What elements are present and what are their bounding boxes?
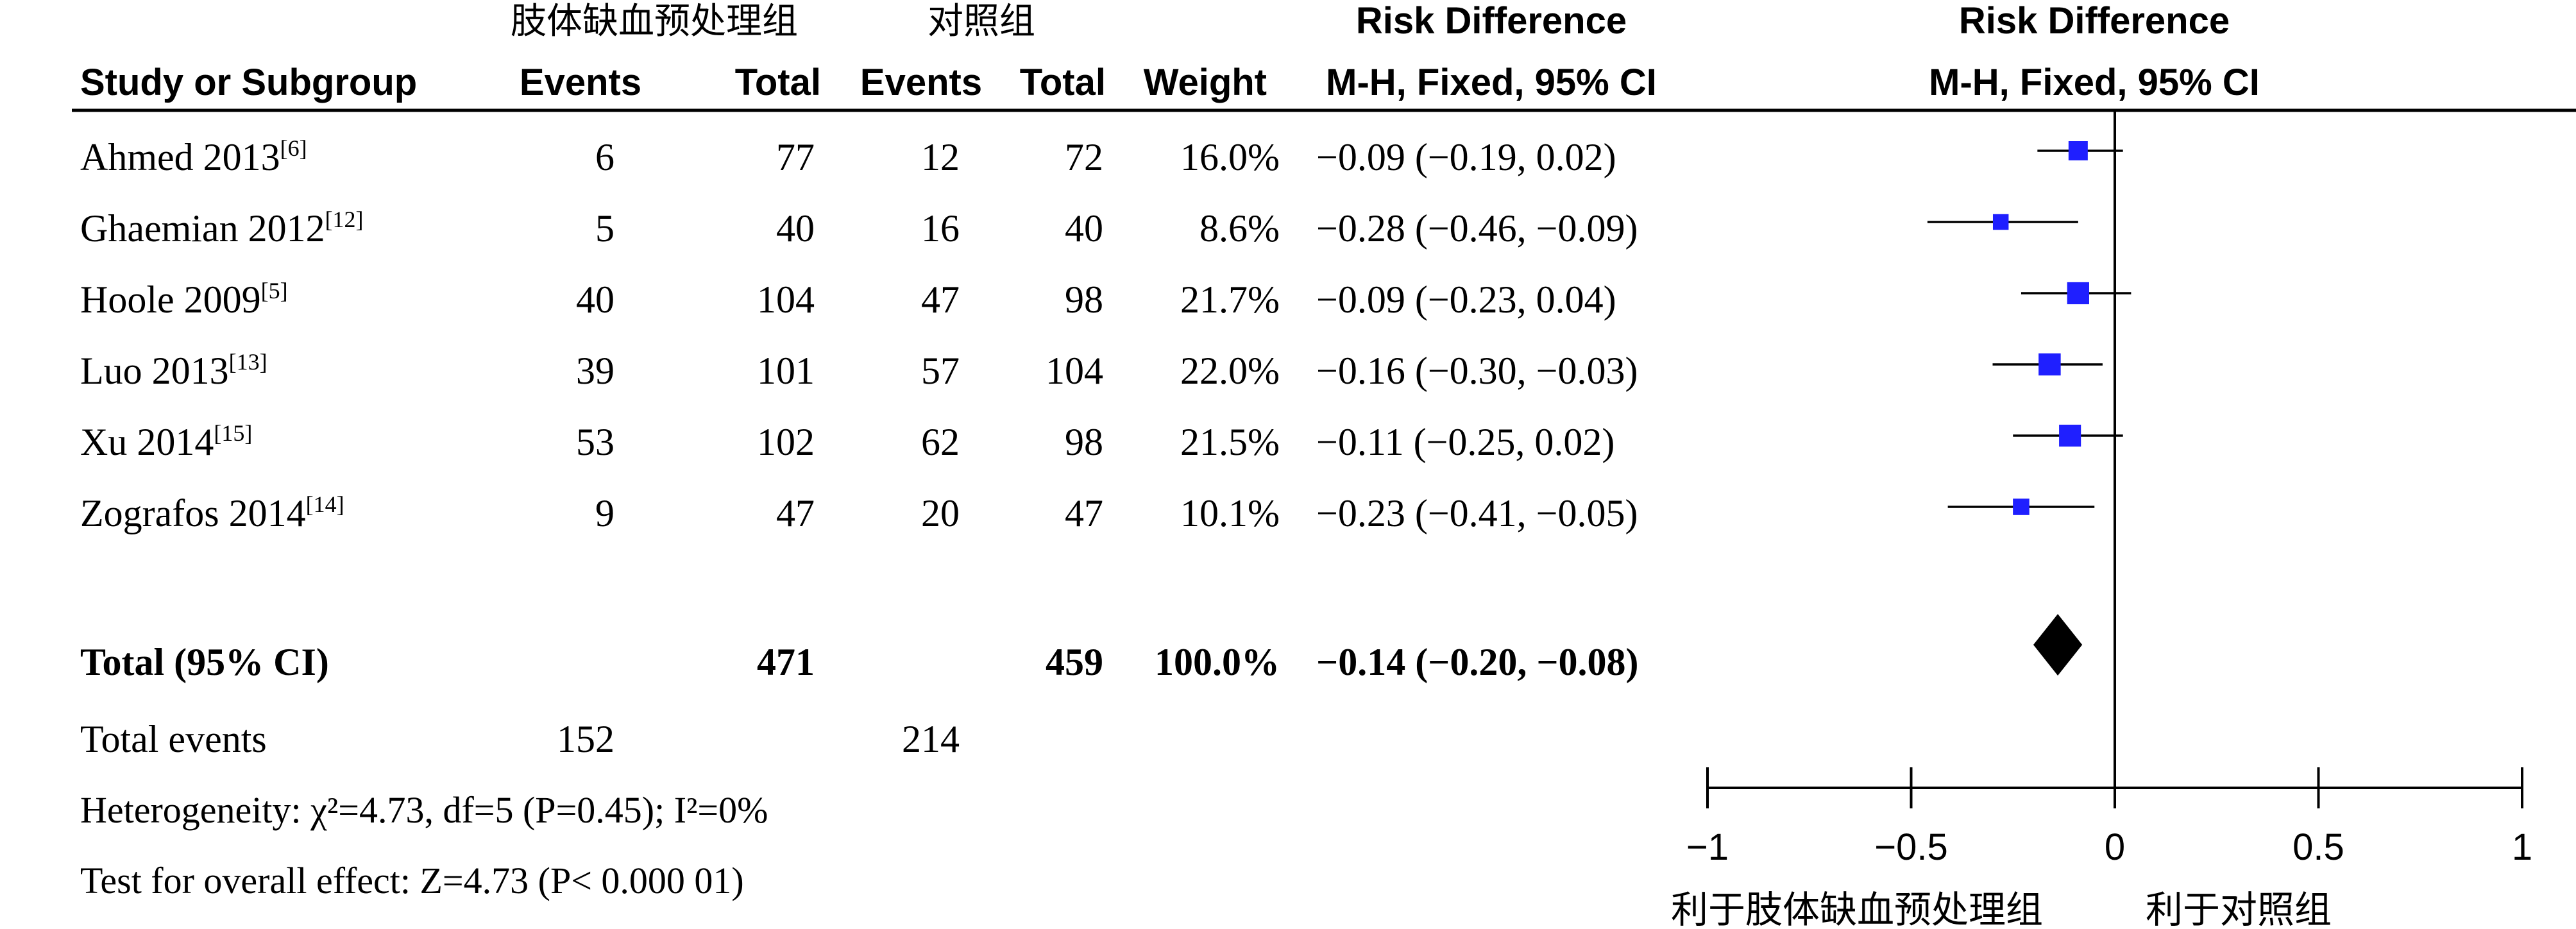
total-weight: 100.0%	[1155, 641, 1280, 683]
study-name: Ghaemian 2012[12]	[80, 207, 364, 250]
study-weight: 21.5%	[1180, 421, 1280, 463]
experimental-group-header: 肢体缺血预处理组	[511, 1, 798, 42]
control-group-header: 对照组	[928, 1, 1035, 42]
study-ci-text: −0.09 (−0.19, 0.02)	[1316, 136, 1616, 178]
study-reference: [13]	[229, 349, 267, 375]
plot-title-header: Risk Difference	[1959, 0, 2230, 42]
study-ctl-events: 47	[921, 278, 960, 321]
forest-plot-area: −1 −0.5 0 0.5 1	[1686, 110, 2532, 868]
study-name: Ahmed 2013[6]	[80, 135, 307, 178]
study-exp-total: 47	[776, 492, 815, 534]
study-weight: 10.1%	[1180, 492, 1280, 534]
rd-method-column-header: M-H, Fixed, 95% CI	[1326, 62, 1657, 103]
study-ctl-events: 57	[921, 350, 960, 392]
x-axis-tick-label: 0.5	[2292, 826, 2344, 868]
study-exp-events: 6	[595, 136, 614, 178]
study-weight: 21.7%	[1180, 278, 1280, 321]
total-label: Total (95% CI)	[80, 641, 329, 683]
study-column-header: Study or Subgroup	[80, 62, 417, 103]
exp-total-column-header: Total	[735, 62, 821, 103]
study-reference: [12]	[325, 207, 364, 232]
study-name: Hoole 2009[5]	[80, 278, 288, 321]
exp-events-column-header: Events	[520, 62, 641, 103]
study-estimate-marker	[2059, 424, 2081, 447]
study-ctl-total: 98	[1065, 278, 1103, 321]
study-weight: 8.6%	[1199, 207, 1280, 250]
favours-left-label: 利于肢体缺血预处理组	[1671, 888, 2043, 929]
study-weight: 16.0%	[1180, 136, 1280, 178]
plot-method-header: M-H, Fixed, 95% CI	[1929, 62, 2260, 103]
study-ci-text: −0.23 (−0.41, −0.05)	[1316, 492, 1638, 534]
study-reference: [14]	[306, 491, 344, 517]
study-estimate-marker	[2013, 499, 2029, 515]
study-ctl-total: 47	[1065, 492, 1103, 534]
study-exp-total: 77	[776, 136, 815, 178]
ctl-events-column-header: Events	[860, 62, 982, 103]
total-events-ctl: 214	[902, 718, 960, 760]
ctl-total-column-header: Total	[1020, 62, 1106, 103]
study-reference: [5]	[261, 278, 288, 303]
study-exp-events: 53	[576, 421, 614, 463]
study-exp-total: 102	[757, 421, 815, 463]
study-ctl-events: 62	[921, 421, 960, 463]
x-axis-tick-label: −0.5	[1874, 826, 1948, 868]
study-name: Xu 2014[15]	[80, 420, 252, 463]
study-ctl-events: 12	[921, 136, 960, 178]
study-ci-text: −0.09 (−0.23, 0.04)	[1316, 278, 1616, 321]
study-estimate-marker	[2067, 282, 2089, 305]
study-rows: Ahmed 2013[6] 6 77 12 72 16.0% −0.09 (−0.19, 0…	[80, 135, 1638, 534]
weight-column-header: Weight	[1144, 62, 1267, 103]
study-reference: [15]	[214, 420, 252, 446]
study-estimate-marker	[2038, 353, 2061, 376]
favours-right-label: 利于对照组	[2146, 888, 2332, 929]
total-ctl-total: 459	[1046, 641, 1103, 683]
study-ctl-total: 72	[1065, 136, 1103, 178]
study-ctl-total: 98	[1065, 421, 1103, 463]
study-exp-events: 9	[595, 492, 614, 534]
study-ci-text: −0.11 (−0.25, 0.02)	[1316, 421, 1614, 463]
study-ctl-events: 20	[921, 492, 960, 534]
study-ctl-total: 40	[1065, 207, 1103, 250]
total-ci-text: −0.14 (−0.20, −0.08)	[1316, 641, 1639, 683]
study-estimate-marker	[1992, 214, 2009, 230]
total-exp-total: 471	[757, 641, 815, 683]
study-ci-text: −0.16 (−0.30, −0.03)	[1316, 350, 1638, 392]
study-exp-events: 5	[595, 207, 614, 250]
x-axis-tick-label: 1	[2512, 826, 2532, 868]
x-axis-tick-label: 0	[2105, 826, 2125, 868]
study-ci-text: −0.28 (−0.46, −0.09)	[1316, 207, 1638, 250]
pooled-estimate-diamond	[2033, 614, 2083, 676]
overall-effect-note: Test for overall effect: Z=4.73 (P< 0.00…	[80, 860, 744, 901]
rd-title-header: Risk Difference	[1356, 0, 1627, 42]
study-exp-total: 104	[757, 278, 815, 321]
study-exp-total: 101	[757, 350, 815, 392]
heterogeneity-note: Heterogeneity: χ²=4.73, df=5 (P=0.45); I…	[80, 789, 768, 831]
study-ctl-events: 16	[921, 207, 960, 250]
study-estimate-marker	[2068, 141, 2088, 160]
x-axis-tick-label: −1	[1686, 826, 1729, 868]
study-ctl-total: 104	[1046, 350, 1103, 392]
total-events-label: Total events	[80, 718, 267, 760]
study-name: Luo 2013[13]	[80, 349, 267, 392]
total-events-exp: 152	[557, 718, 614, 760]
study-exp-events: 39	[576, 350, 614, 392]
study-exp-events: 40	[576, 278, 614, 321]
study-name: Zografos 2014[14]	[80, 491, 344, 534]
study-exp-total: 40	[776, 207, 815, 250]
study-weight: 22.0%	[1180, 350, 1280, 392]
study-reference: [6]	[280, 135, 307, 161]
